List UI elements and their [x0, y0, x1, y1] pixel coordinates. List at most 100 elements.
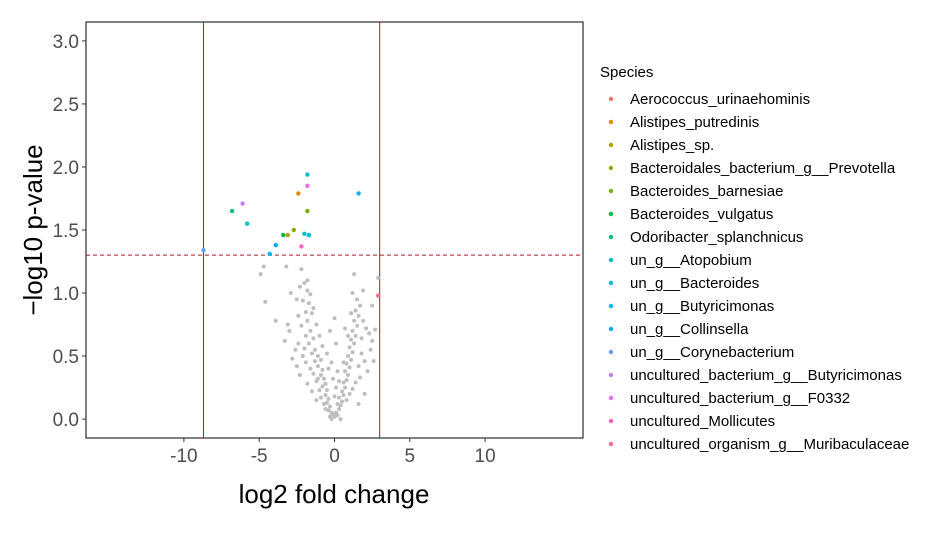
y-tick-label: 0.0: [53, 410, 79, 431]
nonsignificant-point: [355, 323, 360, 328]
legend-label: uncultured_organism_g__Muribaculaceae: [630, 436, 909, 453]
nonsignificant-point: [329, 360, 334, 365]
nonsignificant-point: [320, 384, 325, 389]
nonsignificant-point: [370, 338, 375, 343]
nonsignificant-point: [285, 322, 290, 327]
nonsignificant-point: [353, 333, 358, 338]
nonsignificant-point: [297, 372, 302, 377]
legend-key: [608, 372, 614, 378]
nonsignificant-point: [352, 272, 357, 277]
nonsignificant-point: [324, 351, 329, 356]
nonsignificant-point: [323, 393, 328, 398]
nonsignificant-point: [309, 311, 314, 316]
nonsignificant-point: [349, 337, 354, 342]
y-tick-label: 2.5: [53, 95, 79, 116]
nonsignificant-point: [305, 318, 310, 323]
y-tick-label: 1.0: [53, 284, 79, 305]
nonsignificant-point: [358, 303, 363, 308]
nonsignificant-point: [332, 414, 337, 419]
x-tick-label: 10: [475, 446, 496, 467]
legend-label: un_g__Butyricimonas: [630, 298, 774, 315]
nonsignificant-point: [338, 417, 343, 422]
nonsignificant-point: [335, 413, 340, 418]
legend-key: [608, 119, 614, 125]
plot-panel: [85, 21, 584, 439]
nonsignificant-point: [376, 275, 381, 280]
nonsignificant-point: [335, 369, 340, 374]
nonsignificant-point: [353, 380, 358, 385]
legend-key: [608, 441, 614, 447]
nonsignificant-point: [343, 326, 348, 331]
legend-label: uncultured_bacterium_g__F0332: [630, 390, 850, 407]
legend-label: Aerococcus_urinaehominis: [630, 91, 810, 108]
nonsignificant-point: [370, 303, 375, 308]
nonsignificant-point: [343, 369, 348, 374]
legend-label: un_g__Collinsella: [630, 321, 749, 338]
significant-point: [305, 183, 310, 189]
nonsignificant-point: [359, 336, 364, 341]
nonsignificant-point: [326, 366, 331, 371]
y-tick-label: 1.5: [53, 221, 79, 242]
legend-key: [608, 211, 614, 217]
nonsignificant-point: [327, 404, 332, 409]
legend-key: [608, 96, 614, 102]
nonsignificant-point: [337, 379, 342, 384]
significant-point: [244, 221, 250, 226]
nonsignificant-point: [355, 297, 360, 302]
nonsignificant-point: [294, 364, 299, 369]
nonsignificant-point: [284, 264, 289, 269]
nonsignificant-point: [287, 328, 292, 333]
nonsignificant-point: [364, 326, 369, 331]
significant-point: [201, 247, 206, 253]
legend-key: [608, 326, 614, 332]
nonsignificant-point: [299, 323, 304, 328]
significant-point: [302, 231, 307, 236]
nonsignificant-point: [334, 385, 339, 390]
y-tick-label: 0.5: [53, 347, 79, 368]
nonsignificant-point: [309, 351, 314, 356]
legend-key: [608, 257, 614, 263]
nonsignificant-point: [321, 401, 326, 406]
nonsignificant-point: [359, 351, 364, 356]
nonsignificant-point: [311, 336, 316, 341]
nonsignificant-point: [323, 381, 328, 386]
nonsignificant-point: [356, 401, 361, 406]
nonsignificant-point: [303, 333, 308, 338]
nonsignificant-point: [340, 399, 345, 404]
legend-items: Aerococcus_urinaehominis Alistipes_putred…: [608, 91, 909, 453]
nonsignificant-point: [347, 345, 352, 350]
nonsignificant-point: [323, 407, 328, 412]
nonsignificant-point: [340, 389, 345, 394]
y-tick-label: 3.0: [53, 32, 79, 53]
x-tick-label: -10: [170, 446, 197, 467]
legend-key: [608, 142, 614, 148]
nonsignificant-point: [356, 364, 361, 369]
significant-points: [201, 172, 381, 298]
nonsignificant-point: [352, 318, 357, 323]
nonsignificant-point: [311, 371, 316, 376]
nonsignificant-point: [311, 306, 316, 311]
x-axis-title: log2 fold change: [239, 479, 430, 509]
nonsignificant-point: [302, 280, 307, 285]
threshold-lines: [86, 22, 583, 438]
nonsignificant-point: [302, 346, 307, 351]
nonsignificant-point: [317, 333, 322, 338]
nonsignificant-point: [365, 369, 370, 374]
nonsignificant-point: [329, 417, 334, 422]
nonsignificant-point: [330, 376, 335, 381]
x-axis-ticks: -10 -5 0 5 10: [170, 438, 496, 467]
nonsignificant-point: [334, 341, 339, 346]
nonsignificant-point: [312, 347, 317, 352]
nonsignificant-point: [297, 284, 302, 289]
significant-point: [273, 242, 278, 248]
nonsignificant-point: [341, 393, 346, 398]
nonsignificant-point: [261, 264, 266, 269]
nonsignificant-point: [318, 357, 323, 362]
significant-point: [285, 232, 291, 238]
nonsignificant-point: [349, 311, 354, 316]
nonsignificant-point: [314, 398, 319, 403]
significant-point: [305, 208, 310, 214]
legend-key: [608, 395, 614, 401]
nonsignificant-point: [306, 301, 311, 306]
